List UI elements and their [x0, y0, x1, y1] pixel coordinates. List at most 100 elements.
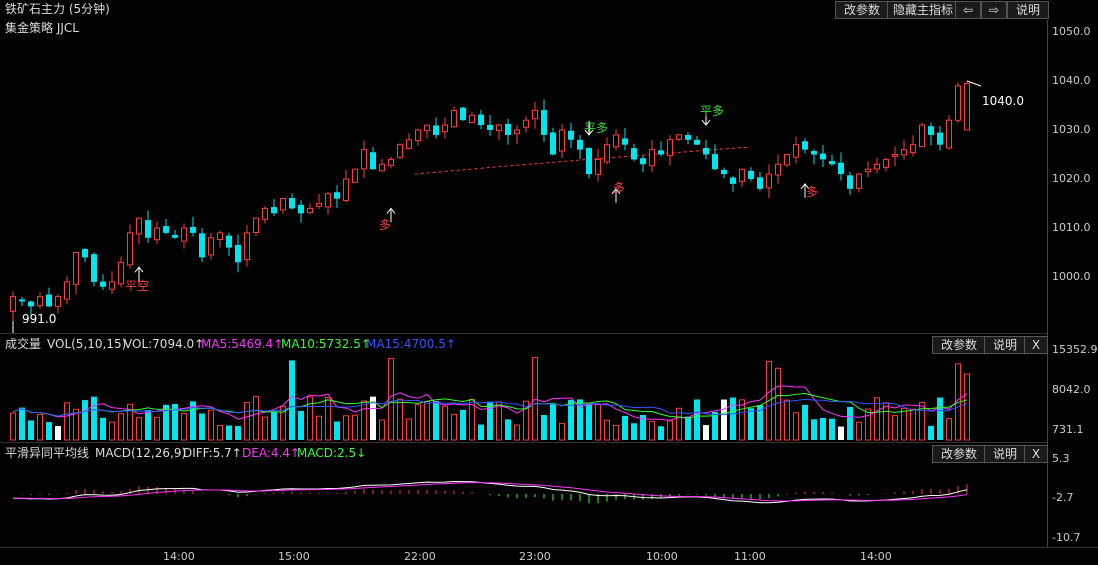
hide-main-indicator-button[interactable]: 隐藏主指标 — [887, 1, 957, 19]
candle-body — [118, 261, 124, 285]
candle-body — [703, 147, 709, 155]
help-button[interactable]: 说明 — [1007, 1, 1049, 19]
volume-edit-params-button[interactable]: 改参数 — [932, 336, 986, 354]
signal-arrow — [584, 129, 594, 136]
volume-bar — [775, 367, 781, 441]
volume-bar — [136, 417, 142, 441]
volume-bar — [946, 418, 952, 441]
signal-label: 多 — [379, 218, 392, 232]
volume-bar — [928, 425, 934, 440]
volume-bar — [163, 404, 169, 440]
volume-bar — [424, 401, 430, 441]
macd-indicator: MACD(12,26,9) — [95, 446, 187, 460]
candle-body — [721, 169, 727, 175]
volume-bar — [289, 360, 295, 440]
volume-axis-label: 15352.9 — [1052, 343, 1098, 356]
volume-bar — [685, 416, 691, 440]
volume-bar — [100, 417, 106, 440]
volume-axis-label: 8042.0 — [1052, 383, 1091, 396]
volume-bar — [676, 407, 682, 441]
volume-bar — [748, 408, 754, 440]
candle-body — [46, 294, 52, 307]
candle-body — [874, 163, 880, 170]
price-axis-label: 1010.0 — [1052, 221, 1091, 234]
candle-body — [541, 110, 547, 135]
volume-bar — [937, 397, 943, 440]
candle-body — [550, 132, 556, 155]
volume-bar — [496, 401, 502, 441]
candle-body — [298, 204, 304, 214]
volume-value: VOL:7094.0↑ — [124, 337, 205, 351]
candle-body — [847, 175, 853, 189]
candle-body — [469, 114, 475, 124]
volume-bar — [721, 399, 727, 440]
volume-bar — [262, 416, 268, 441]
volume-bar — [505, 419, 511, 440]
panel-separator — [0, 333, 1047, 334]
candle-body — [712, 154, 718, 170]
candle-body — [163, 226, 169, 233]
macd-histogram-value: MACD:2.5↓ — [297, 446, 367, 460]
volume-bar — [964, 373, 970, 441]
candle-body — [892, 154, 898, 157]
volume-bar — [37, 413, 43, 441]
volume-bar — [82, 400, 88, 440]
candle-body — [640, 158, 646, 165]
macd-axis-label: -10.7 — [1052, 531, 1081, 544]
candle-body — [235, 244, 241, 263]
macd-help-button[interactable]: 说明 — [984, 445, 1026, 463]
volume-bar — [541, 415, 547, 440]
volume-bar — [604, 419, 610, 441]
volume-bar — [847, 406, 853, 440]
volume-axis-label: 731.1 — [1052, 423, 1084, 436]
prev-arrow-icon[interactable]: ⇦ — [955, 1, 981, 19]
volume-bar — [568, 399, 574, 440]
candle-body — [559, 129, 565, 152]
volume-bar — [667, 420, 673, 441]
volume-bar — [919, 402, 925, 441]
macd-close-icon[interactable]: X — [1024, 445, 1048, 463]
time-axis-label: 22:00 — [404, 550, 436, 563]
candle-body — [253, 217, 259, 233]
volume-bar — [451, 413, 457, 441]
macd-axis-label: -2.7 — [1052, 491, 1074, 504]
candle-body — [766, 173, 772, 189]
volume-bar — [46, 422, 52, 440]
candle-body — [379, 163, 385, 172]
candle-body — [775, 163, 781, 176]
next-arrow-icon[interactable]: ⇨ — [981, 1, 1007, 19]
candle-body — [172, 234, 178, 238]
candle-body — [883, 158, 889, 168]
candle-body — [397, 144, 403, 158]
volume-bar — [415, 404, 421, 441]
macd-dea-value: DEA:4.4↑ — [242, 446, 301, 460]
volume-bar — [856, 421, 862, 441]
edit-params-button[interactable]: 改参数 — [835, 1, 889, 19]
signal-label: 多 — [613, 181, 626, 195]
volume-bar — [622, 415, 628, 440]
candle-body — [532, 109, 538, 120]
volume-bar — [361, 400, 367, 441]
candle-body — [190, 226, 196, 233]
price-axis-label: 1050.0 — [1052, 25, 1091, 38]
candle-body — [829, 161, 835, 165]
macd-axis-label: 5.3 — [1052, 452, 1070, 465]
volume-bar — [316, 415, 322, 441]
candle-body — [208, 237, 214, 256]
volume-chart — [10, 357, 970, 441]
volume-indicator: VOL(5,10,15) — [47, 337, 127, 351]
volume-bar — [703, 425, 709, 440]
candle-body — [388, 158, 394, 166]
macd-edit-params-button[interactable]: 改参数 — [932, 445, 986, 463]
candle-body — [739, 168, 745, 182]
candle-body — [595, 158, 601, 175]
vol-ma5-value: MA5:5469.4↑ — [201, 337, 284, 351]
right-axis-line — [1047, 20, 1048, 547]
candle-body — [226, 235, 232, 248]
volume-bar — [370, 396, 376, 440]
candle-body — [415, 129, 421, 142]
support-line — [414, 146, 749, 175]
candle-body — [181, 227, 187, 242]
candle-body — [604, 144, 610, 163]
volume-close-icon[interactable]: X — [1024, 336, 1048, 354]
